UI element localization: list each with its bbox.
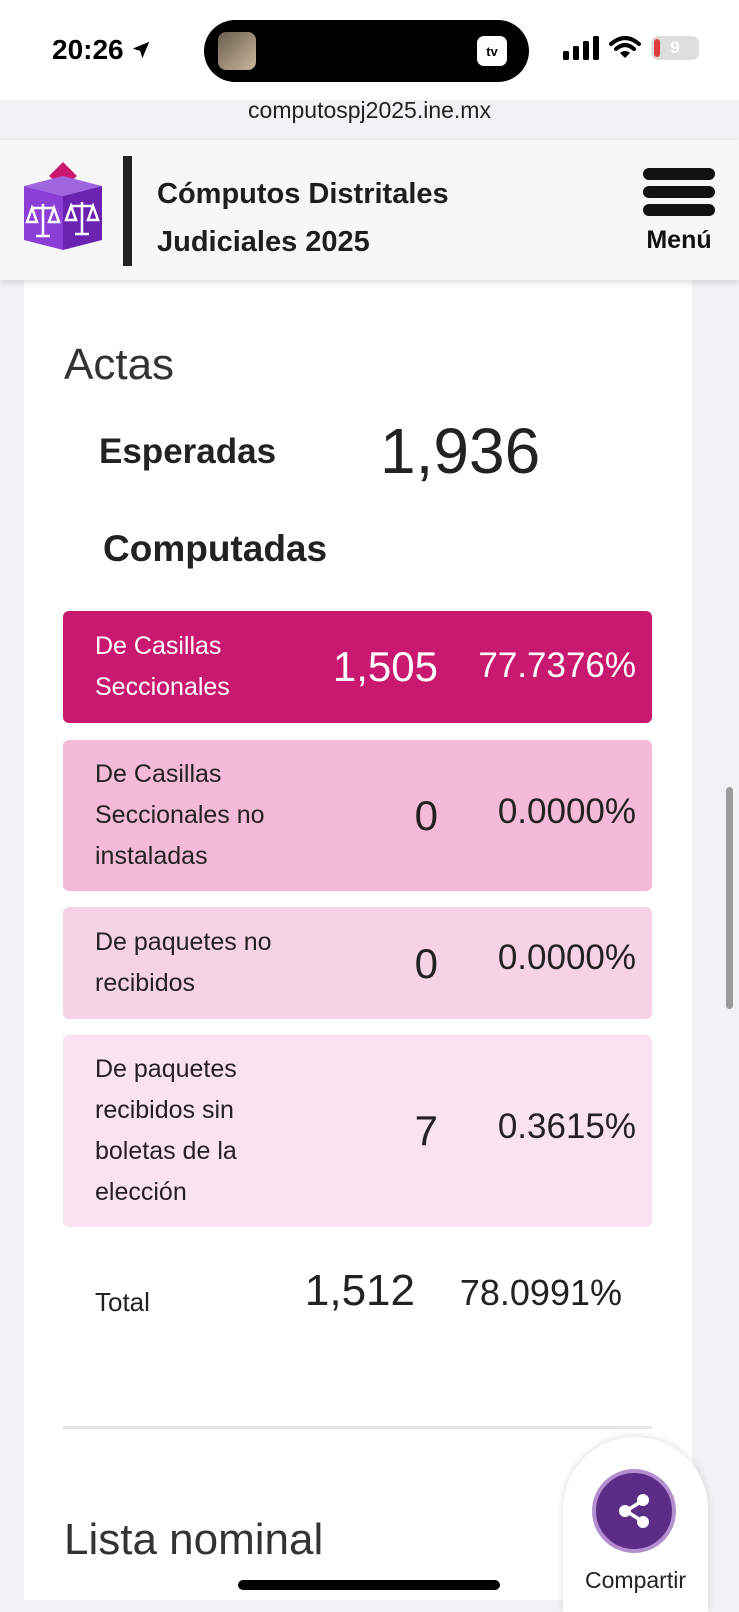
esperadas-value: 1,936: [380, 415, 541, 487]
results-card: Actas Esperadas 1,936 Computadas De Casi…: [24, 270, 692, 1600]
row-label-line: instaladas: [95, 842, 208, 870]
row-value: 0: [414, 940, 438, 987]
row-percent: 0.0000%: [497, 792, 636, 831]
row-percent: 0.0000%: [497, 938, 636, 977]
hamburger-menu-icon: [643, 204, 715, 216]
row-label: De paquetes no recibidos: [95, 922, 272, 1004]
row-label-line: recibidos: [95, 969, 196, 997]
hamburger-menu-icon: [643, 186, 715, 198]
row-label-line: recibidos sin: [95, 1096, 234, 1124]
row-label-line: De Casillas: [95, 632, 222, 660]
time-text: 20:26: [52, 34, 124, 65]
menu-button[interactable]: Menú: [639, 168, 719, 258]
row-label-line: De Casillas: [95, 760, 222, 788]
battery-icon: 9: [651, 36, 699, 60]
row-label-line: De paquetes: [95, 1055, 237, 1083]
share-icon: [619, 1494, 649, 1528]
actas-title: Actas: [64, 340, 175, 389]
row-label-line: elección: [95, 1178, 187, 1206]
system-icons: 9: [563, 36, 699, 60]
lista-nominal-title: Lista nominal: [64, 1515, 324, 1564]
site-header: Cómputos Distritales Judiciales 2025 Men…: [0, 140, 739, 280]
tv-label: tv: [486, 43, 498, 59]
esperadas-label: Esperadas: [99, 432, 277, 471]
row-label: De paquetes recibidos sin boletas de la …: [95, 1049, 237, 1213]
row-value: 7: [414, 1107, 438, 1154]
scrollbar[interactable]: [726, 787, 733, 1009]
row-paquetes-no-recibidos: De paquetes no recibidos 0 0.0000%: [63, 907, 652, 1019]
row-label-line: Seccionales no: [95, 801, 265, 829]
home-indicator[interactable]: [238, 1580, 500, 1590]
share-label: Compartir: [585, 1567, 686, 1593]
status-time: 20:26: [52, 34, 152, 66]
hamburger-menu-icon: [643, 168, 715, 180]
header-divider: [123, 156, 132, 266]
share-button[interactable]: Compartir: [563, 1437, 708, 1612]
row-percent: 0.3615%: [497, 1107, 636, 1146]
row-label: De Casillas Seccionales: [95, 626, 230, 708]
row-percent: 77.7376%: [478, 646, 636, 685]
total-value: 1,512: [304, 1266, 415, 1315]
menu-label: Menú: [646, 226, 712, 254]
row-paquetes-sin-boletas: De paquetes recibidos sin boletas de la …: [63, 1035, 652, 1227]
share-icon-circle[interactable]: [592, 1469, 676, 1553]
status-bar: 20:26 tv 9 computospj2025.ine.mx: [0, 0, 739, 123]
location-arrow-icon: [132, 41, 149, 59]
row-value: 0: [414, 792, 438, 839]
signal-icon: [563, 36, 599, 60]
section-divider: [63, 1426, 652, 1429]
row-value: 1,505: [332, 643, 438, 690]
row-label-line: De paquetes no: [95, 928, 272, 956]
row-casillas-seccionales: De Casillas Seccionales 1,505 77.7376%: [63, 611, 652, 723]
site-title[interactable]: Cómputos Distritales Judiciales 2025: [157, 170, 449, 266]
site-title-line: Judiciales 2025: [157, 226, 370, 258]
row-label-line: Seccionales: [95, 673, 230, 701]
site-title-line: Cómputos Distritales: [157, 178, 449, 210]
computadas-label: Computadas: [103, 528, 328, 569]
row-label: De Casillas Seccionales no instaladas: [95, 754, 265, 877]
total-label: Total: [95, 1287, 150, 1317]
ballot-box-logo[interactable]: [22, 154, 104, 250]
now-playing-thumbnail: [218, 32, 256, 70]
battery-percent: 9: [670, 38, 680, 57]
dynamic-island: tv: [204, 20, 529, 82]
row-label-line: boletas de la: [95, 1137, 237, 1165]
total-percent: 78.0991%: [459, 1272, 622, 1313]
row-casillas-no-instaladas: De Casillas Seccionales no instaladas 0 …: [63, 740, 652, 891]
battery-level: [654, 39, 660, 57]
url-bar[interactable]: computospj2025.ine.mx: [248, 97, 491, 123]
wifi-icon: [609, 36, 641, 58]
apple-tv-icon: tv: [477, 36, 507, 66]
